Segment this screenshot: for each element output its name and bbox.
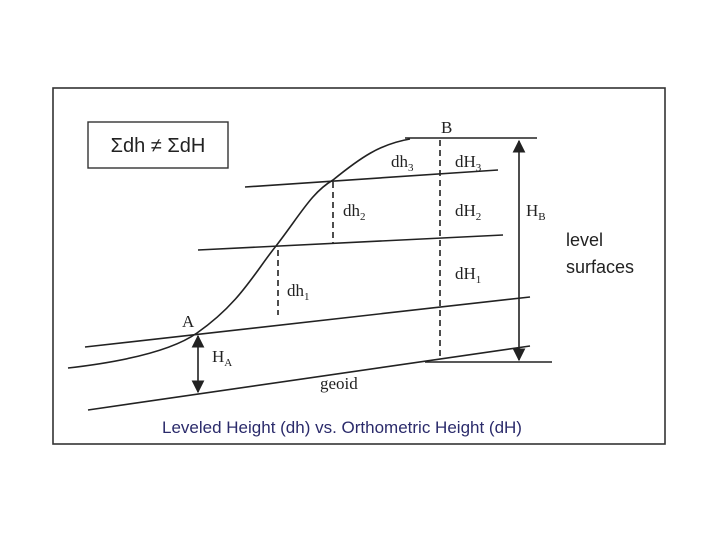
height-label: HB bbox=[526, 201, 546, 223]
label-sub: 2 bbox=[360, 211, 366, 223]
height-label: dH2 bbox=[455, 201, 481, 223]
point-label: B bbox=[441, 118, 452, 137]
label-sub: 3 bbox=[476, 162, 482, 174]
label-base: H bbox=[526, 201, 538, 220]
frame bbox=[52, 87, 666, 445]
formula: Σdh ≠ ΣdH bbox=[111, 135, 206, 157]
formula-box bbox=[87, 121, 229, 169]
label-sub: B bbox=[538, 211, 545, 223]
label-sub: 1 bbox=[476, 274, 482, 286]
label-base: dh bbox=[287, 281, 305, 300]
label-base: dh bbox=[343, 201, 361, 220]
label-base: dH bbox=[455, 264, 476, 283]
label-base: dh bbox=[391, 152, 409, 171]
label-base: dH bbox=[455, 152, 476, 171]
label-base: dH bbox=[455, 201, 476, 220]
lines bbox=[67, 137, 552, 411]
height-label: dh2 bbox=[343, 201, 366, 223]
label-sub: 1 bbox=[304, 291, 310, 303]
label-base: H bbox=[212, 347, 224, 366]
label-sub: 3 bbox=[408, 162, 414, 174]
height-label: dH1 bbox=[455, 264, 481, 286]
height-label: dh1 bbox=[287, 281, 310, 303]
geoid-label: geoid bbox=[320, 374, 358, 393]
height-label: dh3 bbox=[391, 152, 414, 174]
height-label: dH3 bbox=[455, 152, 482, 174]
height-label: HA bbox=[212, 347, 232, 369]
label-sub: A bbox=[224, 357, 232, 369]
level-label: surfaces bbox=[566, 257, 634, 277]
caption: Leveled Height (dh) vs. Orthometric Heig… bbox=[162, 418, 522, 437]
point-label: A bbox=[182, 312, 195, 331]
label-sub: 2 bbox=[476, 211, 482, 223]
level-label: level bbox=[566, 230, 603, 250]
